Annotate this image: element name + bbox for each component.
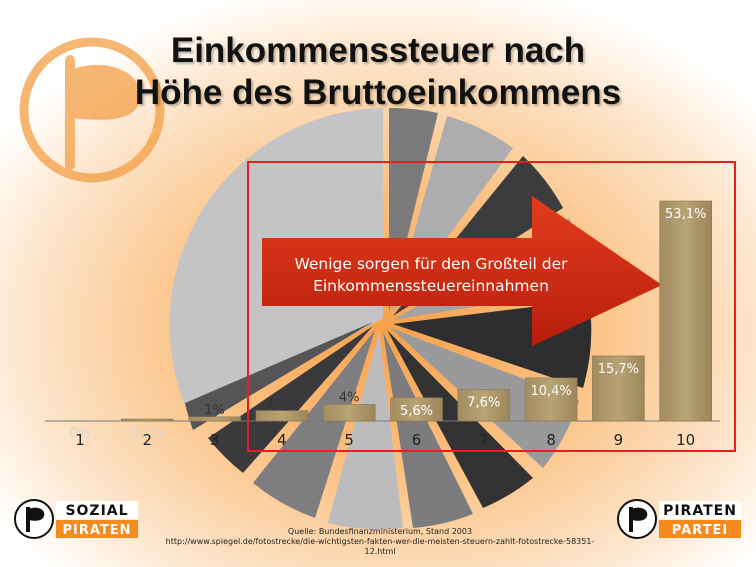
logo-left-top-text: SOZIAL: [65, 503, 128, 519]
value-label-5: 4%: [339, 390, 360, 405]
arrow-shape: [262, 196, 662, 346]
value-label-4: 2,5%: [265, 397, 298, 412]
source-line-1: Quelle: Bundesfinanzministerium, Stand 2…: [287, 527, 473, 536]
bar-10: [659, 200, 713, 422]
x-tick-label-6: 6: [412, 431, 422, 449]
pirate-flag-watermark-icon: [19, 37, 165, 183]
bar-9: [592, 355, 645, 422]
bar-4: [255, 410, 309, 422]
x-tick-label-1: 1: [75, 431, 85, 449]
value-label-3: 1%: [204, 403, 225, 418]
value-label-1: 0%: [70, 426, 91, 441]
page-title: Einkommenssteuer nach Höhe des Bruttoein…: [40, 30, 716, 114]
bar-8: [524, 377, 578, 422]
title-line-1: Einkommenssteuer nach: [170, 31, 586, 70]
callout-line-1: Wenige sorgen für den Großteil der: [294, 255, 568, 273]
logo-right-bottom-text: PARTEI: [672, 523, 728, 538]
x-tick-label-5: 5: [344, 431, 354, 449]
value-label-8: 10,4%: [530, 384, 571, 399]
sozial-piraten-logo: SOZIAL PIRATEN: [14, 498, 140, 540]
x-tick-label-7: 7: [479, 431, 489, 449]
bar-5: [322, 404, 376, 422]
piratenpartei-logo: PIRATEN PARTEI: [617, 498, 743, 540]
value-label-7: 7,6%: [467, 396, 500, 411]
value-label-9: 15,7%: [598, 362, 639, 377]
x-tick-label-10: 10: [676, 431, 695, 449]
callout-text: Wenige sorgen für den Großteil der Einko…: [266, 253, 596, 297]
x-tick-label-2: 2: [143, 431, 153, 449]
logo-left-bottom-text: PIRATEN: [62, 523, 131, 538]
x-tick-label-3: 3: [210, 431, 220, 449]
source-note: Quelle: Bundesfinanzministerium, Stand 2…: [150, 527, 610, 557]
source-url-line-2: 12.html: [364, 547, 396, 556]
source-url-line-1: http://www.spiegel.de/fotostrecke/die-wi…: [165, 537, 595, 546]
x-tick-label-9: 9: [614, 431, 624, 449]
value-label-6: 5,6%: [400, 404, 433, 419]
highlight-box: [247, 161, 736, 452]
title-line-2: Höhe des Bruttoeinkommens: [134, 73, 622, 112]
bar-3: [188, 416, 241, 422]
logo-right-top-text: PIRATEN: [663, 503, 737, 519]
x-tick-label-4: 4: [277, 431, 287, 449]
bar-6: [390, 397, 443, 422]
value-label-10: 53,1%: [665, 207, 706, 222]
callout-line-2: Einkommenssteuereinnahmen: [313, 277, 549, 295]
x-tick-label-8: 8: [546, 431, 556, 449]
value-label-2: 0,1%: [131, 426, 164, 441]
bar-2: [121, 418, 174, 422]
bar-7: [457, 389, 511, 422]
